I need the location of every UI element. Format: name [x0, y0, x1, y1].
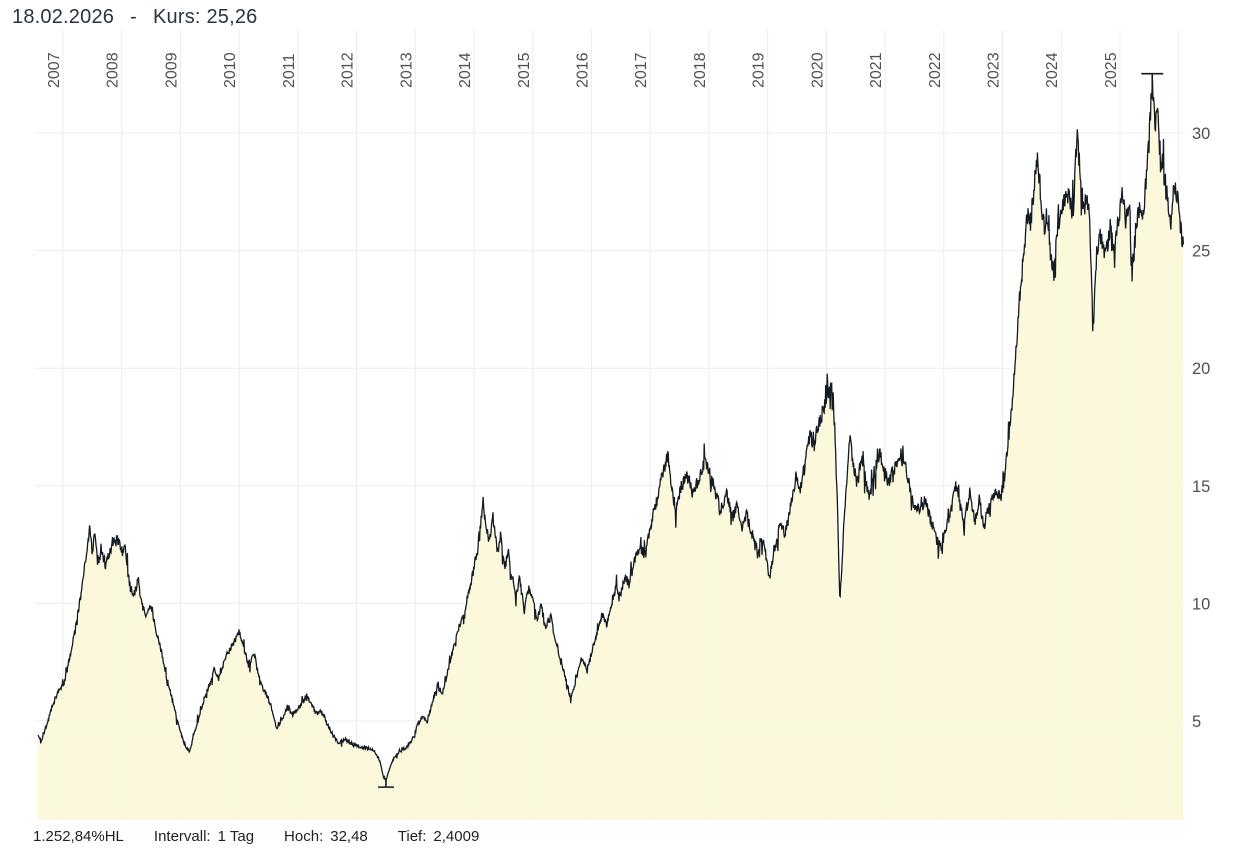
x-axis-label: 2020 [809, 52, 826, 88]
high-marker [1141, 72, 1164, 88]
y-axis-label: 30 [1192, 125, 1210, 143]
last-quote-header: 18.02.2026- Kurs: 25,26 [12, 6, 258, 29]
price-area-fill [37, 80, 1184, 821]
x-axis-label: 2025 [1103, 52, 1120, 88]
high-value: 32,48 [330, 828, 368, 845]
y-axis-label: 5 [1192, 713, 1201, 731]
y-axis-label: 10 [1192, 595, 1210, 613]
x-axis-label: 2016 [574, 52, 591, 88]
x-axis-label: 2011 [281, 53, 298, 88]
x-axis-label: 2008 [105, 52, 122, 88]
x-axis-label: 2021 [868, 52, 885, 88]
quote-price-value: 25,26 [206, 6, 258, 28]
x-axis-label: 2007 [46, 52, 63, 88]
quote-price-label: Kurs: [152, 6, 201, 28]
high-label: Hoch: [284, 828, 324, 845]
x-axis-label: 2022 [927, 52, 944, 88]
x-axis-label: 2013 [398, 52, 415, 88]
chart-statusbar: 1.252,84%HL Intervall: 1 Tag Hoch: 32,48… [33, 828, 479, 845]
low-label: Tief: [397, 828, 427, 845]
y-axis-label: 25 [1192, 243, 1210, 261]
x-axis-label: 2014 [457, 52, 474, 88]
x-axis-label: 2009 [163, 52, 180, 88]
y-axis-label: 20 [1192, 360, 1210, 378]
quote-date: 18.02.2026 [12, 6, 115, 28]
y-axis-label: 15 [1192, 478, 1210, 496]
low-marker [377, 778, 394, 788]
change-percent-hl: 1.252,84%HL [33, 828, 124, 845]
x-axis-label: 2017 [633, 52, 650, 88]
x-axis-label: 2024 [1044, 52, 1061, 88]
x-axis-label: 2012 [340, 52, 357, 88]
y-axis-labels: 5 10 15 20 25 30 [1192, 125, 1210, 731]
x-axis-label: 2018 [692, 52, 709, 88]
interval-stat: Intervall: 1 Tag [154, 828, 254, 845]
price-line [37, 80, 1185, 783]
x-axis-labels: 2007 2008 2009 2010 2011 2012 2013 2014 2015 2016… [46, 52, 1120, 88]
x-axis-label: 2010 [222, 52, 239, 88]
interval-value: 1 Tag [217, 828, 255, 845]
low-stat: Tief: 2,4009 [398, 828, 480, 845]
high-stat: Hoch: 32,48 [284, 828, 368, 845]
interval-label: Intervall: [153, 828, 211, 845]
x-axis-label: 2023 [986, 52, 1003, 88]
x-axis-label: 2019 [751, 52, 768, 88]
quote-separator: - [130, 6, 137, 28]
x-axis-label: 2015 [516, 52, 533, 88]
change-percent-value: 1.252,84%HL [33, 828, 124, 845]
low-value: 2,4009 [433, 828, 480, 845]
